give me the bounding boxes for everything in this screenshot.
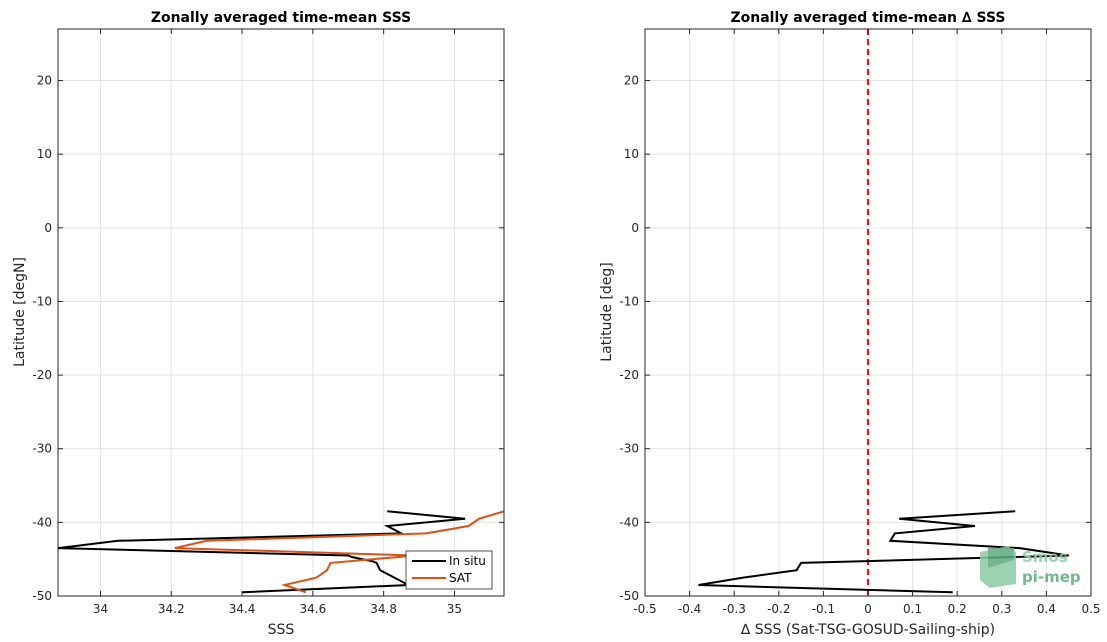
sss-y-tick-label: -40 — [32, 515, 52, 529]
legend-sat-label: SAT — [449, 571, 472, 585]
sss-y-tick-label: 0 — [44, 221, 52, 235]
delta-x-tick-label: 0.1 — [903, 602, 922, 616]
delta-x-tick-label: -0.4 — [678, 602, 701, 616]
delta-y-tick-label: -10 — [619, 294, 639, 308]
delta-y-tick-label: 20 — [624, 74, 639, 88]
sss-y-tick-label: -20 — [32, 368, 52, 382]
delta-chart-title: Zonally averaged time-mean ∆ SSS — [731, 10, 1006, 26]
sss-panel: 34 34.2 34.4 34.6 34.8 35 -50 -40 -30 -20 -10 0 10 20… — [12, 10, 505, 638]
sss-x-tick-label: 34.4 — [229, 602, 256, 616]
logo-text-top: Smos — [1022, 548, 1068, 566]
legend-box — [405, 550, 493, 590]
sss-axes-frame — [57, 28, 505, 597]
smos-pi-mep-logo: Smos pi-mep — [980, 546, 1081, 588]
sss-in-situ-line — [58, 510, 466, 594]
sss-x-axis-label: SSS — [268, 622, 295, 638]
sss-x-tick-label: 34.8 — [370, 602, 397, 616]
sss-x-tick-label: 34.6 — [299, 602, 326, 616]
sss-plot-area — [58, 29, 504, 596]
sss-y-tick-label: -30 — [32, 442, 52, 456]
delta-y-tick-label: -50 — [619, 589, 639, 603]
delta-x-tick-label: -0.5 — [633, 602, 656, 616]
delta-y-tick-label: -30 — [619, 442, 639, 456]
sss-sat-line — [174, 510, 504, 594]
delta-series-0-line — [698, 510, 1069, 594]
delta-x-tick-label: -0.3 — [722, 602, 745, 616]
delta-sss-panel: -0.5 -0.4 -0.3 -0.2 -0.1 0 0.1 0.2 0.3 0.4 0.5 -50 -… — [599, 10, 1101, 638]
logo-mark-shade — [988, 548, 1014, 568]
sss-x-tick-label: 34.2 — [158, 602, 185, 616]
delta-y-tick-label: 0 — [631, 221, 639, 235]
legend-in-situ-label: In situ — [449, 554, 486, 568]
delta-y-tick-label: -40 — [619, 515, 639, 529]
sss-legend: In situ SAT — [405, 550, 493, 590]
delta-x-tick-label: 0.2 — [948, 602, 967, 616]
delta-x-tick-label: 0.5 — [1081, 602, 1100, 616]
delta-x-tick-label: 0.4 — [1037, 602, 1056, 616]
sss-y-tick-label: 10 — [37, 147, 52, 161]
sss-chart-title: Zonally averaged time-mean SSS — [151, 10, 411, 26]
delta-x-tick-label: 0.3 — [992, 602, 1011, 616]
delta-x-tick-label: -0.2 — [767, 602, 790, 616]
delta-y-tick-label: 10 — [624, 147, 639, 161]
sss-x-tick-label: 34 — [93, 602, 108, 616]
logo-text-bottom: pi-mep — [1022, 568, 1081, 586]
sss-y-tick-label: 20 — [37, 74, 52, 88]
delta-y-axis-label: Latitude [deg] — [599, 262, 615, 361]
sss-y-axis-label: Latitude [degN] — [12, 257, 28, 367]
delta-y-tick-label: -20 — [619, 368, 639, 382]
delta-x-tick-label: 0 — [864, 602, 872, 616]
sss-y-tick-label: -50 — [32, 589, 52, 603]
delta-x-tick-label: -0.1 — [812, 602, 835, 616]
sss-x-tick-label: 35 — [447, 602, 462, 616]
sss-y-tick-label: -10 — [32, 294, 52, 308]
delta-x-axis-label: ∆ SSS (Sat-TSG-GOSUD-Sailing-ship) — [740, 622, 995, 638]
